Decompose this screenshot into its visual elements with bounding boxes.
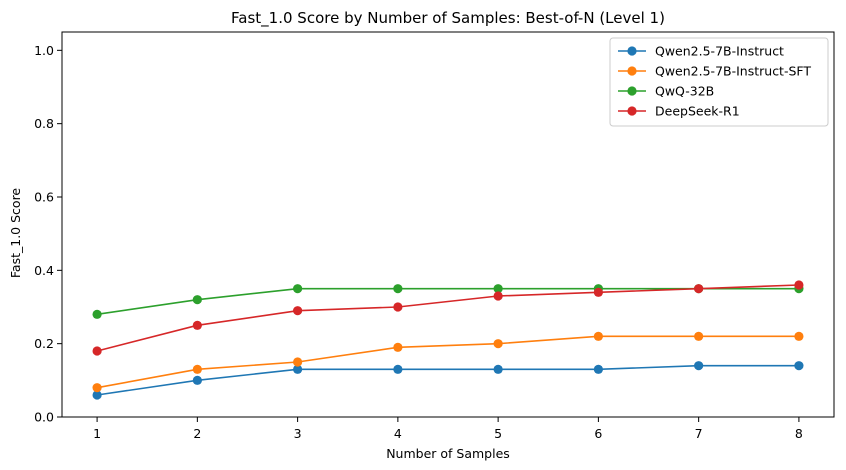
x-tick-label: 5 (494, 426, 502, 441)
x-tick-label: 6 (594, 426, 602, 441)
legend-marker (627, 46, 637, 56)
data-point (493, 291, 503, 301)
data-point (593, 364, 603, 374)
x-tick-label: 2 (193, 426, 201, 441)
series-1 (92, 361, 804, 400)
data-point (293, 364, 303, 374)
legend-item: Qwen2.5-7B-Instruct-SFT (618, 64, 811, 79)
data-point (493, 364, 503, 374)
legend-label: DeepSeek-R1 (655, 104, 740, 119)
data-point (293, 306, 303, 316)
series-2 (92, 331, 804, 393)
x-tick-label: 7 (695, 426, 703, 441)
data-point (694, 361, 704, 371)
data-point (92, 346, 102, 356)
legend-marker (627, 106, 637, 116)
legend-label: QwQ-32B (655, 84, 714, 99)
y-tick-label: 0.0 (34, 410, 54, 425)
y-axis-label: Fast_1.0 Score (8, 188, 23, 279)
series-line (96, 284, 799, 352)
legend-item: DeepSeek-R1 (618, 104, 740, 119)
legend-marker (627, 66, 637, 76)
data-point (393, 302, 403, 312)
data-point (293, 357, 303, 367)
data-point (694, 284, 704, 294)
data-point (192, 320, 202, 330)
chart-title: Fast_1.0 Score by Number of Samples: Bes… (231, 9, 665, 28)
legend-item: QwQ-32B (618, 84, 714, 99)
y-tick-label: 0.8 (34, 116, 54, 131)
y-tick-label: 0.6 (34, 190, 54, 205)
data-point (92, 383, 102, 393)
data-point (794, 361, 804, 371)
legend-label: Qwen2.5-7B-Instruct-SFT (655, 64, 811, 79)
data-point (694, 331, 704, 341)
data-point (393, 284, 403, 294)
x-axis-label: Number of Samples (386, 446, 510, 461)
legend-item: Qwen2.5-7B-Instruct (618, 44, 784, 59)
data-point (92, 309, 102, 319)
data-point (192, 295, 202, 305)
data-point (794, 280, 804, 290)
y-tick-label: 0.4 (34, 263, 54, 278)
legend: Qwen2.5-7B-Instruct Qwen2.5-7B-Instruct-S… (609, 37, 829, 127)
y-axis-ticks: 0.0 0.2 0.4 0.6 0.8 1.0 (34, 43, 62, 425)
y-tick-label: 0.2 (34, 336, 54, 351)
data-point (92, 390, 102, 400)
y-tick-label: 1.0 (34, 43, 54, 58)
legend-marker (627, 86, 637, 96)
x-tick-label: 3 (294, 426, 302, 441)
series-layer (92, 280, 804, 400)
data-point (393, 364, 403, 374)
data-point (393, 342, 403, 352)
series-line (96, 364, 799, 396)
data-point (192, 375, 202, 385)
data-point (293, 284, 303, 294)
plot-frame (61, 31, 835, 418)
data-point (593, 331, 603, 341)
data-point (493, 284, 503, 294)
x-axis-ticks: 1 2 3 4 5 6 7 8 (93, 417, 803, 441)
data-point (593, 287, 603, 297)
x-tick-label: 4 (394, 426, 402, 441)
series-4 (92, 280, 804, 356)
legend-label: Qwen2.5-7B-Instruct (655, 44, 784, 59)
data-point (192, 364, 202, 374)
data-point (794, 331, 804, 341)
x-tick-label: 1 (93, 426, 101, 441)
x-tick-label: 8 (795, 426, 803, 441)
series-line (96, 335, 799, 389)
legend-frame (609, 37, 829, 127)
data-point (493, 339, 503, 349)
